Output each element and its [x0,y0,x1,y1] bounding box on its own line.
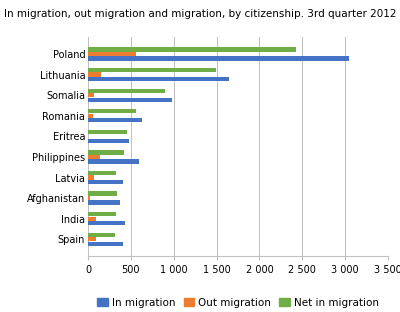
Bar [88,241,123,246]
Bar [88,159,140,163]
Bar [88,212,116,216]
Bar [88,139,129,143]
Bar [88,155,100,159]
Bar [88,47,296,52]
Bar [88,52,136,56]
Bar [88,93,94,97]
Bar [88,232,114,237]
Bar [88,72,101,77]
Text: In migration, out migration and migration, by citizenship. 3rd quarter 2012: In migration, out migration and migratio… [4,9,396,19]
Bar [88,150,124,154]
Bar [88,217,96,221]
Bar [88,237,96,241]
Bar [88,68,216,72]
Bar [88,175,94,180]
Bar [88,171,116,175]
Bar [88,180,123,184]
Bar [88,109,136,113]
Legend: In migration, Out migration, Net in migration: In migration, Out migration, Net in migr… [93,294,383,312]
Bar [88,98,172,102]
Bar [88,200,120,205]
Bar [88,191,117,196]
Bar [88,89,165,93]
Bar [88,118,142,122]
Bar [88,114,93,118]
Bar [88,56,350,61]
Bar [88,130,128,134]
Bar [88,196,90,200]
Bar [88,221,125,225]
Bar [88,77,230,81]
